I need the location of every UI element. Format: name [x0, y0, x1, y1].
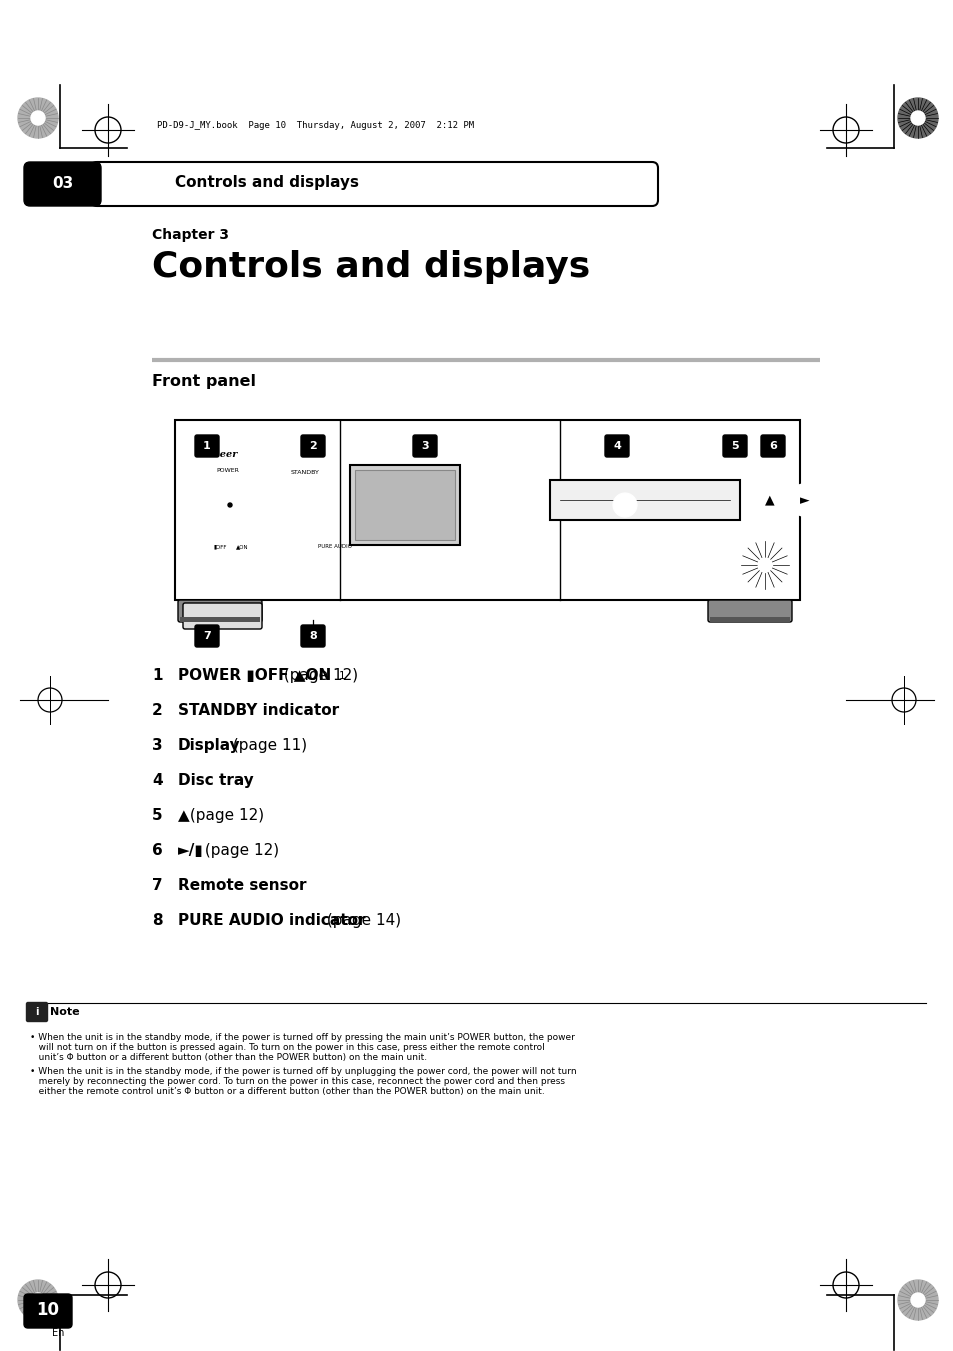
Text: ▲ON: ▲ON — [235, 544, 248, 549]
FancyBboxPatch shape — [183, 603, 262, 630]
Circle shape — [788, 484, 821, 516]
Text: PD-D9-J_MY.book  Page 10  Thursday, August 2, 2007  2:12 PM: PD-D9-J_MY.book Page 10 Thursday, August… — [157, 122, 474, 131]
Circle shape — [739, 539, 790, 590]
Text: (page 14): (page 14) — [322, 913, 400, 928]
Text: unit’s Φ button or a different button (other than the POWER button) on the main : unit’s Φ button or a different button (o… — [30, 1052, 427, 1062]
Circle shape — [18, 1279, 58, 1320]
Text: ON: ON — [765, 446, 774, 451]
Circle shape — [206, 490, 253, 539]
Text: Pioneer: Pioneer — [194, 450, 237, 459]
FancyBboxPatch shape — [24, 1294, 71, 1328]
Text: 6: 6 — [768, 440, 776, 451]
Circle shape — [897, 1279, 937, 1320]
Text: Remote sensor: Remote sensor — [178, 878, 306, 893]
Text: 3: 3 — [152, 738, 162, 753]
Bar — [174, 420, 800, 600]
Text: 1: 1 — [203, 440, 211, 451]
Text: Note: Note — [50, 1006, 79, 1017]
Text: POWER ▮OFF ▲ON: POWER ▮OFF ▲ON — [178, 667, 331, 684]
Text: 3: 3 — [420, 440, 428, 451]
Bar — [709, 617, 789, 621]
Text: PURE AUDIO: PURE AUDIO — [317, 544, 352, 549]
Text: (page 12): (page 12) — [185, 808, 264, 823]
Text: 1: 1 — [152, 667, 162, 684]
Text: either the remote control unit’s Φ button or a different button (other than the : either the remote control unit’s Φ butto… — [30, 1088, 544, 1096]
Text: merely by reconnecting the power cord. To turn on the power in this case, reconn: merely by reconnecting the power cord. T… — [30, 1077, 564, 1086]
FancyBboxPatch shape — [604, 435, 628, 457]
Text: 4: 4 — [613, 440, 620, 451]
Text: 7: 7 — [203, 631, 211, 640]
Text: • When the unit is in the standby mode, if the power is turned off by unplugging: • When the unit is in the standby mode, … — [30, 1067, 576, 1075]
Text: ▮OFF: ▮OFF — [213, 544, 227, 549]
Text: • When the unit is in the standby mode, if the power is turned off by pressing t: • When the unit is in the standby mode, … — [30, 1034, 575, 1042]
Circle shape — [613, 493, 637, 517]
Circle shape — [753, 484, 785, 516]
Text: (page 12): (page 12) — [199, 843, 278, 858]
FancyBboxPatch shape — [178, 600, 262, 621]
FancyBboxPatch shape — [91, 162, 658, 205]
FancyBboxPatch shape — [194, 435, 219, 457]
Text: POWER: POWER — [216, 467, 239, 473]
Text: ▲: ▲ — [764, 493, 774, 507]
FancyBboxPatch shape — [194, 626, 219, 647]
Circle shape — [910, 111, 924, 126]
Text: Front panel: Front panel — [152, 374, 255, 389]
Circle shape — [228, 503, 232, 507]
Text: Disc tray: Disc tray — [178, 773, 253, 788]
Text: 4: 4 — [152, 773, 162, 788]
Text: Controls and displays: Controls and displays — [152, 250, 590, 284]
Text: 5: 5 — [152, 808, 162, 823]
Circle shape — [30, 1293, 45, 1306]
Text: 1: 1 — [338, 671, 345, 681]
FancyBboxPatch shape — [301, 435, 325, 457]
Text: will not turn on if the button is pressed again. To turn on the power in this ca: will not turn on if the button is presse… — [30, 1043, 544, 1052]
Circle shape — [294, 494, 314, 515]
Circle shape — [18, 99, 58, 138]
Bar — [550, 480, 740, 520]
Circle shape — [292, 607, 308, 623]
Text: 03: 03 — [52, 176, 73, 190]
Text: 10: 10 — [36, 1301, 59, 1319]
Text: STANDBY: STANDBY — [291, 470, 319, 476]
Circle shape — [910, 1293, 924, 1306]
Text: ►: ► — [800, 494, 809, 508]
Text: Chapter 3: Chapter 3 — [152, 228, 229, 242]
FancyBboxPatch shape — [413, 435, 436, 457]
FancyBboxPatch shape — [760, 435, 784, 457]
Text: ▲: ▲ — [178, 808, 190, 823]
FancyBboxPatch shape — [707, 600, 791, 621]
Text: (page 11): (page 11) — [228, 738, 307, 753]
Text: (page 12): (page 12) — [278, 667, 357, 684]
Bar — [355, 470, 455, 540]
Circle shape — [213, 499, 246, 531]
Bar — [350, 465, 459, 544]
Text: 2: 2 — [309, 440, 316, 451]
FancyBboxPatch shape — [301, 626, 325, 647]
Text: PURE AUDIO indicator: PURE AUDIO indicator — [178, 913, 365, 928]
Circle shape — [897, 99, 937, 138]
Text: Controls and displays: Controls and displays — [174, 176, 358, 190]
Text: 8: 8 — [152, 913, 162, 928]
Text: En: En — [52, 1328, 64, 1337]
Bar — [180, 617, 260, 621]
Circle shape — [758, 558, 771, 571]
Text: 5: 5 — [730, 440, 738, 451]
Text: 2: 2 — [152, 703, 163, 717]
FancyBboxPatch shape — [27, 1002, 48, 1021]
Text: STANDBY indicator: STANDBY indicator — [178, 703, 338, 717]
Text: ►/▮: ►/▮ — [178, 843, 204, 858]
Text: 6: 6 — [152, 843, 163, 858]
Text: Display: Display — [178, 738, 240, 753]
Text: 8: 8 — [309, 631, 316, 640]
Circle shape — [30, 111, 45, 126]
Text: 7: 7 — [152, 878, 162, 893]
Text: i: i — [35, 1006, 39, 1017]
FancyBboxPatch shape — [722, 435, 746, 457]
FancyBboxPatch shape — [24, 162, 101, 205]
